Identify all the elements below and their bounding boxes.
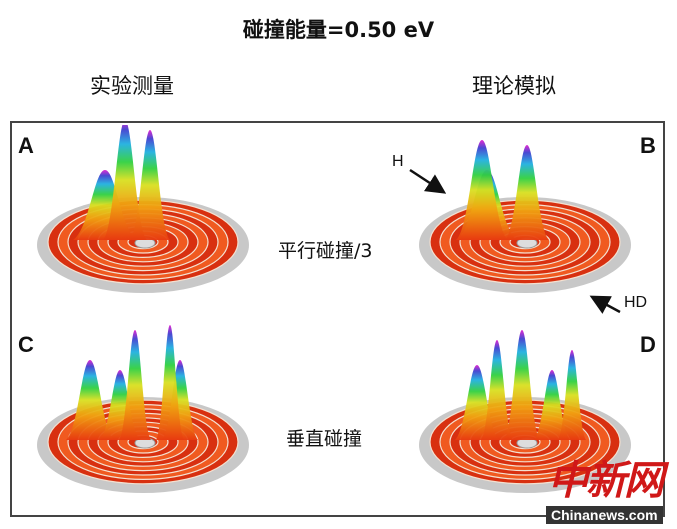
- peak: [130, 130, 170, 240]
- figure-title: 碰撞能量=0.50 eV: [242, 18, 435, 42]
- peak: [481, 340, 513, 440]
- row-label-parallel: 平行碰撞/3: [278, 240, 373, 262]
- peak: [505, 145, 549, 240]
- panel-a-plot: [37, 125, 249, 293]
- peak: [119, 330, 151, 440]
- panel-label-d: D: [640, 332, 656, 357]
- arrow-hd-icon: [589, 295, 621, 314]
- panel-d-plot: [419, 330, 631, 493]
- peak: [558, 350, 586, 440]
- peak: [456, 140, 508, 240]
- peak: [504, 330, 540, 440]
- peak: [103, 125, 147, 240]
- panel-label-a: A: [18, 133, 34, 158]
- figure-frame: [10, 121, 665, 517]
- column-title-theory: 理论模拟: [472, 74, 556, 98]
- panel-label-c: C: [18, 332, 34, 357]
- peak: [156, 325, 184, 440]
- annotation-h: H: [392, 153, 404, 170]
- panel-label-b: B: [640, 133, 656, 158]
- row-label-perpendicular: 垂直碰撞: [286, 428, 363, 450]
- watermark-text: Chinanews.com: [546, 506, 663, 524]
- arrow-h-icon: [409, 168, 447, 194]
- peak: [534, 370, 570, 440]
- column-title-experiment: 实验测量: [90, 74, 174, 98]
- annotation-hd: HD: [624, 294, 648, 311]
- watermark-logo: 中新网: [548, 457, 664, 504]
- panel-c-plot: [37, 325, 249, 493]
- panel-b-plot: [419, 140, 631, 293]
- peak: [66, 360, 114, 440]
